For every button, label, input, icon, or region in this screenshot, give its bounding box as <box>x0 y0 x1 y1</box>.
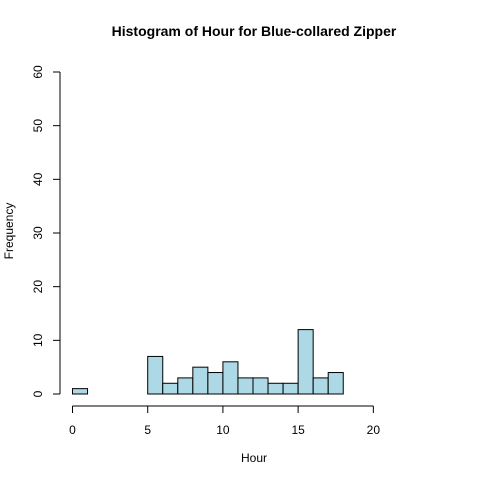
y-tick-label: 40 <box>31 172 45 186</box>
histogram-bar <box>297 329 314 395</box>
histogram-bar <box>267 382 284 395</box>
y-tick-label: 30 <box>31 226 45 240</box>
y-tick-label: 10 <box>31 333 45 347</box>
y-tick-label: 50 <box>31 119 45 133</box>
histogram-bar <box>237 377 254 395</box>
y-tick-label: 60 <box>31 65 45 79</box>
y-tick-label: 0 <box>31 390 45 397</box>
y-tick-label: 20 <box>31 280 45 294</box>
histogram-bar <box>222 361 239 395</box>
histogram-bar <box>282 382 299 395</box>
histogram-bar <box>72 388 89 395</box>
histogram-bar <box>192 366 209 395</box>
histogram-bar <box>312 377 329 395</box>
histogram-bar <box>162 382 179 395</box>
x-axis: 0 5 10 15 20 <box>69 405 381 437</box>
x-tick-label: 10 <box>216 423 230 437</box>
x-tick-label: 15 <box>291 423 305 437</box>
histogram-bar <box>252 377 269 395</box>
histogram-bar <box>327 372 344 395</box>
histogram-bar <box>177 377 194 395</box>
histogram-bar <box>147 355 164 395</box>
x-axis-label: Hour <box>241 451 267 465</box>
histogram-bar <box>207 372 224 395</box>
y-axis-label: Frequency <box>2 203 16 260</box>
bars <box>72 329 344 395</box>
y-axis: 0 10 20 30 40 50 60 <box>31 65 61 397</box>
chart-title: Histogram of Hour for Blue-collared Zipp… <box>112 23 397 39</box>
x-tick-label: 20 <box>367 423 381 437</box>
x-tick-label: 0 <box>69 423 76 437</box>
x-tick-label: 5 <box>144 423 151 437</box>
